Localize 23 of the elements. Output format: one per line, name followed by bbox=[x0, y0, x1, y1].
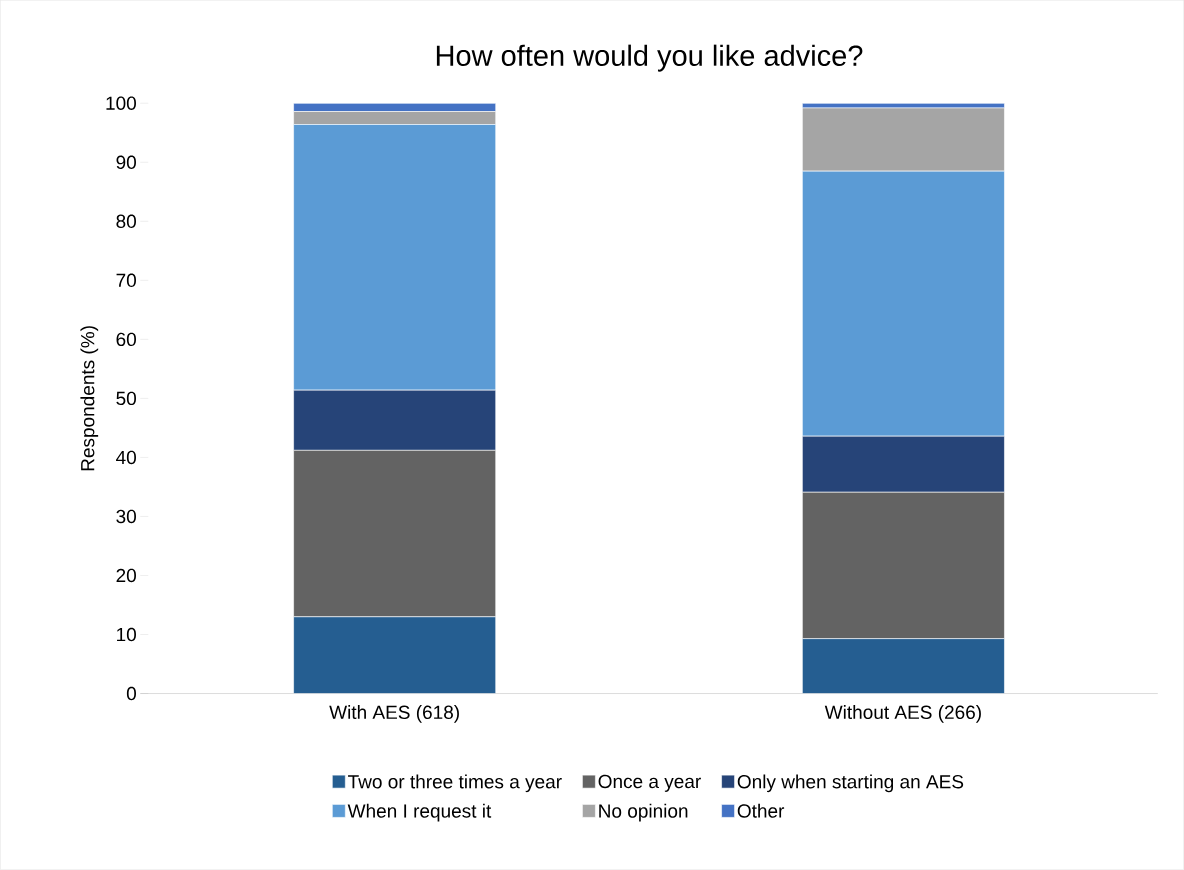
y-tick-label: 70 bbox=[116, 273, 136, 288]
y-axis-title: Respondents (%) bbox=[80, 326, 99, 471]
chart-title: How often would you like advice? bbox=[436, 44, 863, 72]
legend-label: When I request it bbox=[347, 803, 492, 822]
y-tick-label: 50 bbox=[116, 391, 136, 406]
y-tick-label: 0 bbox=[126, 686, 136, 701]
y-tick-label: 90 bbox=[116, 155, 136, 170]
bar bbox=[802, 638, 1005, 694]
legend-label: Other bbox=[737, 803, 785, 818]
legend-label: Two or three times a year bbox=[348, 774, 562, 793]
legend-label: No opinion bbox=[599, 803, 688, 822]
y-tick-label: 80 bbox=[116, 214, 136, 229]
bar bbox=[293, 616, 497, 694]
y-tick-label: 100 bbox=[106, 96, 136, 111]
y-tick-label: 10 bbox=[117, 627, 136, 642]
legend-label: Only when starting an AES bbox=[737, 774, 964, 793]
x-tick-label: Without AES (266) bbox=[824, 705, 981, 723]
y-tick-label: 30 bbox=[116, 509, 136, 524]
legend-label: Once a year bbox=[598, 774, 701, 793]
y-tick-label: 60 bbox=[116, 332, 136, 347]
y-tick-label: 40 bbox=[116, 450, 136, 465]
y-tick-label: 20 bbox=[116, 568, 136, 583]
x-tick-label: With AES (618) bbox=[329, 705, 459, 723]
